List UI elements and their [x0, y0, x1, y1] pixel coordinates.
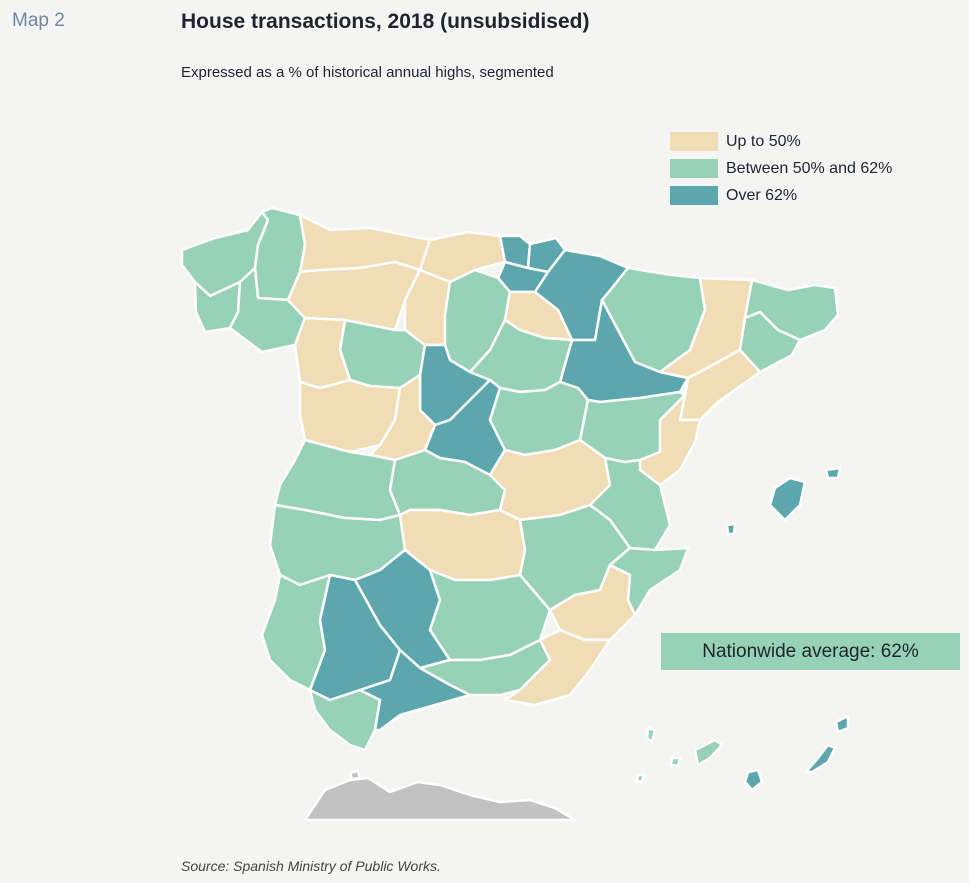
legend-swatch-high	[670, 186, 718, 205]
region-mallorca	[768, 476, 807, 522]
region-menorca	[824, 466, 842, 480]
region-north-africa	[303, 776, 577, 822]
region-valencia	[588, 456, 672, 552]
map-title: House transactions, 2018 (unsubsidised)	[181, 10, 590, 33]
region-malaga	[358, 648, 472, 732]
legend-label-low: Up to 50%	[726, 132, 801, 150]
region-gran-canaria	[743, 768, 764, 792]
nationwide-average-label: Nationwide average: 62%	[702, 640, 919, 662]
legend-swatch-mid	[670, 159, 718, 178]
nationwide-average-box: Nationwide average: 62%	[661, 633, 960, 670]
region-hierro	[635, 773, 646, 784]
region-tenerife	[693, 738, 724, 767]
map-number: Map 2	[12, 10, 65, 31]
legend-label-mid: Between 50% and 62%	[726, 159, 893, 177]
legend: Up to 50% Between 50% and 62% Over 62%	[670, 128, 892, 209]
region-asturias	[298, 213, 432, 274]
legend-item-high: Over 62%	[670, 182, 892, 209]
legend-item-mid: Between 50% and 62%	[670, 155, 892, 182]
source-note: Source: Spanish Ministry of Public Works…	[181, 858, 441, 874]
legend-label-high: Over 62%	[726, 186, 798, 204]
region-fuerteventura	[804, 743, 837, 774]
region-ceuta	[348, 769, 362, 781]
legend-item-low: Up to 50%	[670, 128, 892, 155]
region-lanzarote	[834, 714, 850, 734]
region-cadiz	[308, 688, 382, 752]
region-zamora-west	[293, 316, 352, 390]
legend-swatch-low	[670, 132, 718, 151]
region-gomera	[669, 756, 682, 768]
region-almeria	[503, 628, 612, 707]
region-la-palma	[645, 726, 657, 744]
region-leon	[286, 260, 422, 332]
region-ibiza	[725, 522, 737, 536]
map-subtitle: Expressed as a % of historical annual hi…	[181, 64, 554, 81]
